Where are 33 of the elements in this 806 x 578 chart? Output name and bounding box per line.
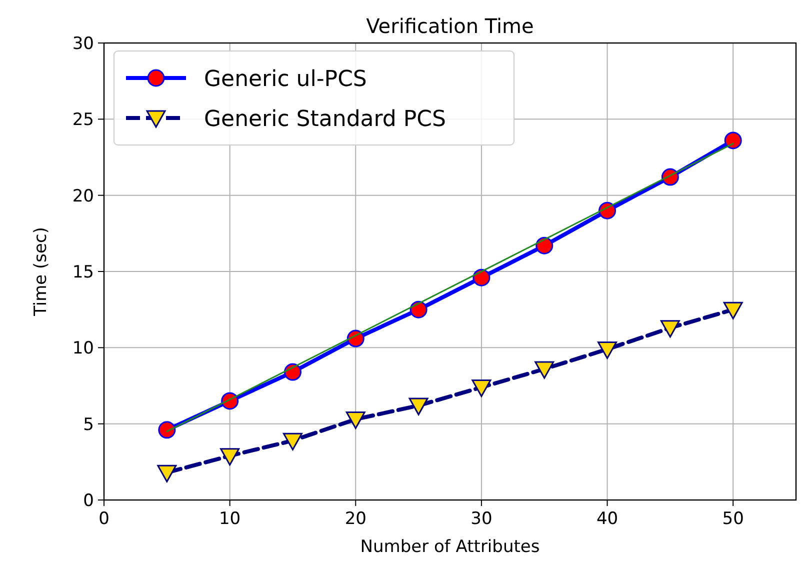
y-tick-label: 5	[83, 414, 94, 435]
y-tick-label: 20	[72, 186, 94, 206]
point	[534, 361, 554, 379]
x-tick-label: 10	[219, 509, 241, 529]
point	[598, 341, 618, 359]
chart-title: Verification Time	[366, 14, 534, 38]
x-axis-title: Number of Attributes	[360, 537, 540, 557]
y-tick-label: 30	[72, 34, 94, 54]
x-tick-label: 30	[470, 509, 492, 529]
point	[472, 268, 490, 286]
y-axis-title: Time (sec)	[31, 227, 51, 317]
point	[536, 236, 554, 254]
point	[723, 302, 743, 320]
x-tick-label: 0	[98, 509, 110, 529]
point	[220, 448, 240, 466]
legend-label: Generic Standard PCS	[204, 107, 446, 132]
y-tick-label: 15	[72, 262, 94, 282]
point	[346, 412, 366, 430]
y-tick-label: 10	[72, 338, 94, 359]
x-tick-label: 40	[596, 509, 618, 529]
point	[724, 132, 742, 150]
x-tick-label: 50	[722, 509, 744, 529]
point	[282, 432, 302, 450]
point	[157, 464, 177, 482]
point	[472, 380, 492, 398]
point	[660, 320, 680, 338]
point	[408, 398, 428, 416]
legend-label: Generic ul-PCS	[204, 67, 367, 92]
point	[410, 300, 428, 318]
x-tick-label: 20	[344, 509, 366, 529]
point	[158, 421, 176, 439]
y-tick-label: 25	[72, 110, 94, 130]
y-tick-label: 0	[83, 491, 94, 511]
